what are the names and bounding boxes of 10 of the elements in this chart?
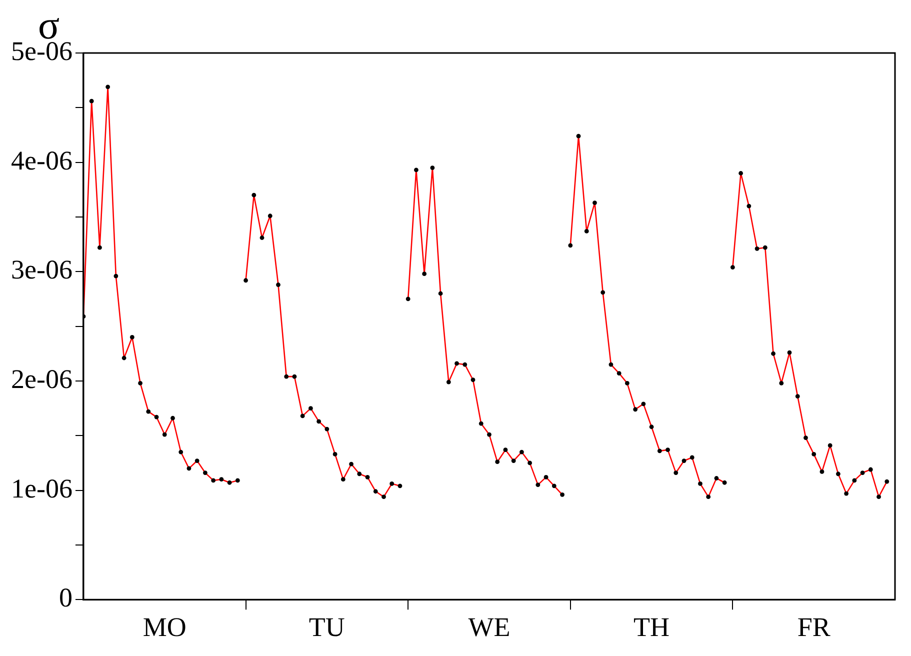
y-tick-label: 3e-06 [10, 254, 72, 285]
x-tick-label: TH [634, 612, 670, 642]
y-tick-label: 0 [58, 582, 72, 613]
y-tick-label: 2e-06 [10, 364, 72, 394]
x-tick-label: WE [468, 612, 510, 642]
x-tick-label: MO [142, 612, 186, 642]
x-tick-label: FR [797, 612, 830, 642]
x-tick-label: TU [308, 612, 345, 642]
y-tick-label: 4e-06 [10, 145, 72, 176]
y-tick-label: 1e-06 [10, 473, 72, 504]
